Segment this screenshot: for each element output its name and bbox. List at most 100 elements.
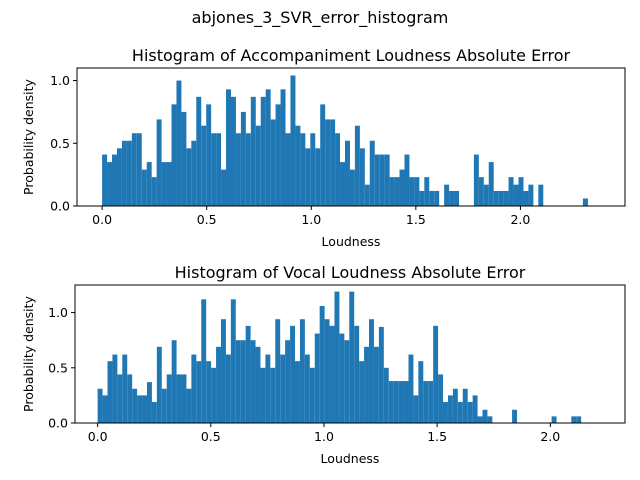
histogram-bar	[369, 319, 374, 423]
histogram-bar	[255, 346, 261, 423]
histogram-bar	[339, 333, 345, 423]
histogram-bar	[379, 154, 385, 206]
histogram-bar	[403, 381, 409, 423]
histogram-bar	[483, 184, 489, 206]
histogram-bar	[315, 148, 321, 206]
histogram-bar	[354, 125, 360, 206]
histogram-bar	[97, 388, 103, 423]
histogram-bar	[478, 177, 484, 206]
histogram-bar	[523, 190, 529, 206]
histogram-bar	[452, 388, 458, 423]
histogram-bar	[107, 162, 113, 206]
x-tick-label: 0.0	[92, 212, 112, 227]
histogram-bar	[295, 125, 301, 206]
histogram-bar	[102, 154, 108, 206]
axes-title: Histogram of Vocal Loudness Absolute Err…	[175, 263, 526, 282]
histogram-bar	[472, 395, 478, 423]
y-tick-label: 1.0	[48, 305, 68, 320]
histogram-bar	[191, 140, 197, 206]
histogram-bar	[444, 184, 450, 206]
histogram-bar	[438, 374, 444, 423]
histogram-bar	[404, 154, 410, 206]
histogram-bar	[265, 354, 271, 423]
histogram-bar	[141, 169, 147, 206]
histogram-bar	[414, 177, 420, 206]
histogram-bar	[443, 402, 448, 423]
histogram-bar	[230, 299, 236, 423]
histogram-bar	[196, 96, 202, 206]
histogram-bar	[345, 140, 350, 206]
histogram-bar	[221, 169, 227, 206]
histogram-bar	[132, 388, 138, 423]
histogram-bar	[513, 184, 519, 206]
histogram-bar	[275, 319, 281, 423]
histogram-bar	[245, 325, 251, 423]
histogram-bar	[117, 374, 123, 423]
histogram-bar	[424, 177, 430, 206]
histogram-bar	[418, 361, 424, 423]
histogram-bar	[408, 354, 414, 423]
histogram-bar	[226, 89, 231, 206]
histogram-bar	[389, 177, 395, 206]
histogram-bar	[354, 325, 360, 423]
histogram-bar	[429, 190, 435, 206]
histogram-bar	[383, 367, 389, 423]
histogram-bar	[482, 409, 488, 423]
histogram-bar	[285, 340, 291, 423]
accompaniment-histogram-axes: 0.0 0.5 1.0 1.5 2.0 0.0 0.5 1.0 Histogram of Acc…	[21, 46, 626, 249]
histogram-bar	[151, 177, 157, 206]
histogram-bar	[270, 367, 276, 423]
histogram-bar	[423, 381, 429, 423]
histogram-bar	[280, 89, 286, 206]
histogram-bar	[245, 133, 251, 206]
histogram-bar	[310, 133, 316, 206]
histogram-bar	[295, 361, 300, 423]
histogram-bar	[428, 381, 434, 423]
histogram-bar	[225, 354, 231, 423]
histogram-bar	[112, 154, 117, 206]
histogram-bar	[528, 184, 534, 206]
histogram-bar	[373, 346, 379, 423]
histogram-bar	[216, 346, 221, 423]
histogram-bar	[240, 340, 246, 423]
histogram-bar	[384, 154, 390, 206]
histogram-bar	[285, 133, 291, 206]
histogram-bar	[508, 177, 514, 206]
histogram-bar	[127, 374, 133, 423]
x-tick-label: 0.0	[88, 429, 108, 444]
histogram-bar	[518, 177, 524, 206]
histogram-bar	[344, 340, 350, 423]
histogram-bar	[413, 395, 419, 423]
histogram-bar	[156, 119, 162, 206]
y-tick-label: 1.0	[50, 73, 70, 88]
histogram-bar	[374, 154, 380, 206]
histogram-bar	[329, 325, 335, 423]
histogram-bar	[176, 80, 182, 206]
histogram-bar	[335, 133, 341, 206]
x-tick-label: 1.5	[427, 429, 447, 444]
histogram-bar	[493, 190, 499, 206]
histogram-bar	[206, 361, 212, 423]
histogram-bar	[378, 326, 384, 423]
histogram-bars	[97, 291, 582, 423]
histogram-bar	[161, 388, 167, 423]
histogram-bar	[166, 374, 172, 423]
histogram-bar	[409, 177, 415, 206]
histogram-bar	[146, 162, 152, 206]
axes-frame	[76, 67, 626, 207]
histogram-bar	[186, 148, 192, 206]
histogram-bar	[211, 133, 217, 206]
histogram-bar	[457, 402, 463, 423]
histogram-bar	[447, 395, 453, 423]
x-tick-label: 1.0	[314, 429, 334, 444]
histogram-bar	[270, 119, 276, 206]
y-tick-label: 0.5	[48, 360, 68, 375]
histogram-bar	[131, 133, 137, 206]
histogram-bar	[166, 162, 172, 206]
histogram-bar	[176, 374, 182, 423]
y-tick-label: 0.5	[50, 136, 70, 151]
histogram-bar	[116, 148, 122, 206]
histogram-bar	[304, 354, 310, 423]
